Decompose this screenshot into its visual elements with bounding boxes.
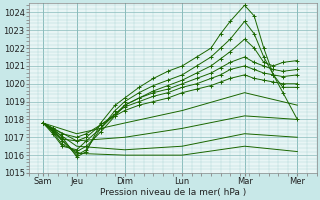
X-axis label: Pression niveau de la mer( hPa ): Pression niveau de la mer( hPa ) [100, 188, 246, 197]
